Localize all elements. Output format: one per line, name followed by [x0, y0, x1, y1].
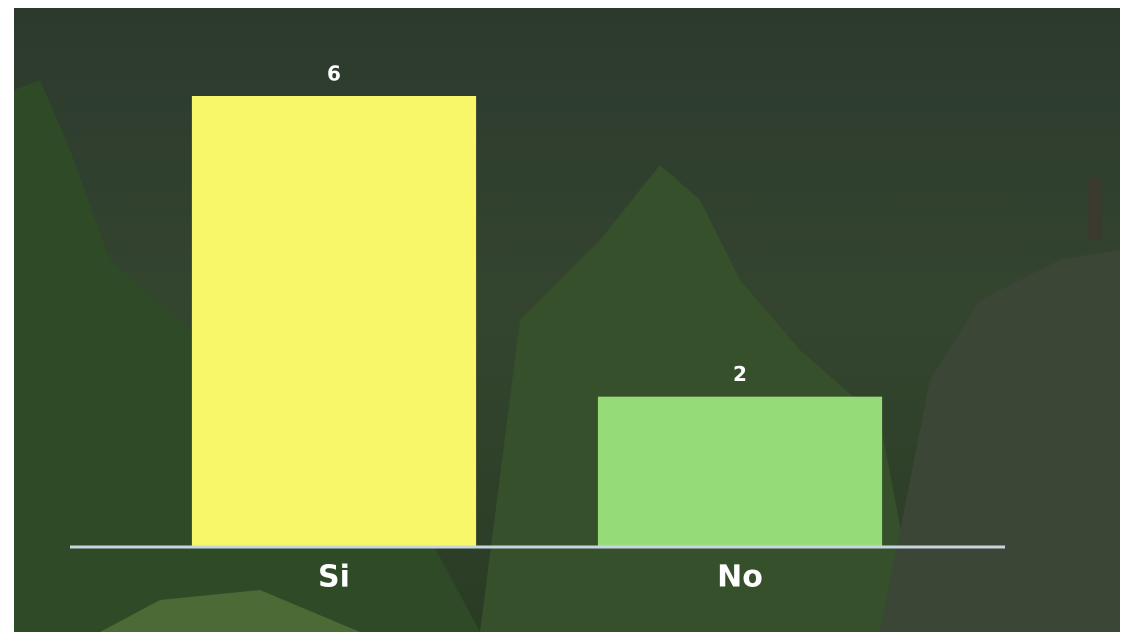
value-label: 6: [327, 62, 341, 86]
bar: [191, 96, 477, 547]
background-photo: [14, 8, 1120, 632]
value-label: 2: [733, 362, 747, 386]
x-tick-label: No: [717, 560, 763, 595]
x-tick-label: Si: [318, 560, 350, 595]
bar: [597, 396, 883, 547]
